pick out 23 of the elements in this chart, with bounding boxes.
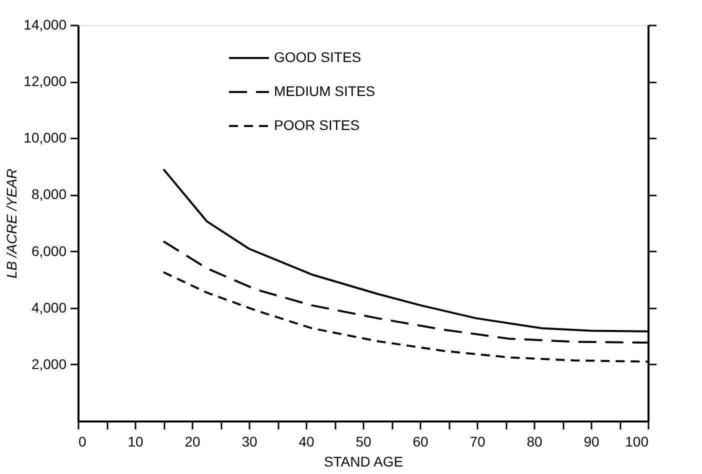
legend-label: POOR SITES <box>274 117 360 133</box>
x-tick-label: 10 <box>128 434 144 450</box>
x-tick-label: 50 <box>356 434 372 450</box>
x-tick-label: 0 <box>78 434 86 450</box>
x-tick-label: 20 <box>184 434 200 450</box>
x-tick-label: 90 <box>584 434 600 450</box>
x-tick-label: 100 <box>625 434 649 450</box>
x-tick-label: 60 <box>412 434 428 450</box>
x-tick-label: 80 <box>526 434 542 450</box>
x-tick-label: 70 <box>470 434 486 450</box>
x-axis-title: STAND AGE <box>324 454 404 470</box>
legend-label: GOOD SITES <box>274 49 362 65</box>
y-tick-label: 10,000 <box>24 130 67 146</box>
y-axis-title: LB /ACRE /YEAR <box>4 168 20 278</box>
y-tick-label: 14,000 <box>24 16 67 32</box>
x-tick-label: 40 <box>298 434 314 450</box>
y-tick-label: 6,000 <box>31 242 67 259</box>
y-tick-label: 2,000 <box>31 356 67 372</box>
legend-label: MEDIUM SITES <box>274 83 376 99</box>
y-tick-label: 8,000 <box>31 186 67 202</box>
x-tick-label: 30 <box>242 434 258 450</box>
y-tick-label: 4,000 <box>31 299 67 316</box>
y-tick-label: 12,000 <box>24 73 67 90</box>
